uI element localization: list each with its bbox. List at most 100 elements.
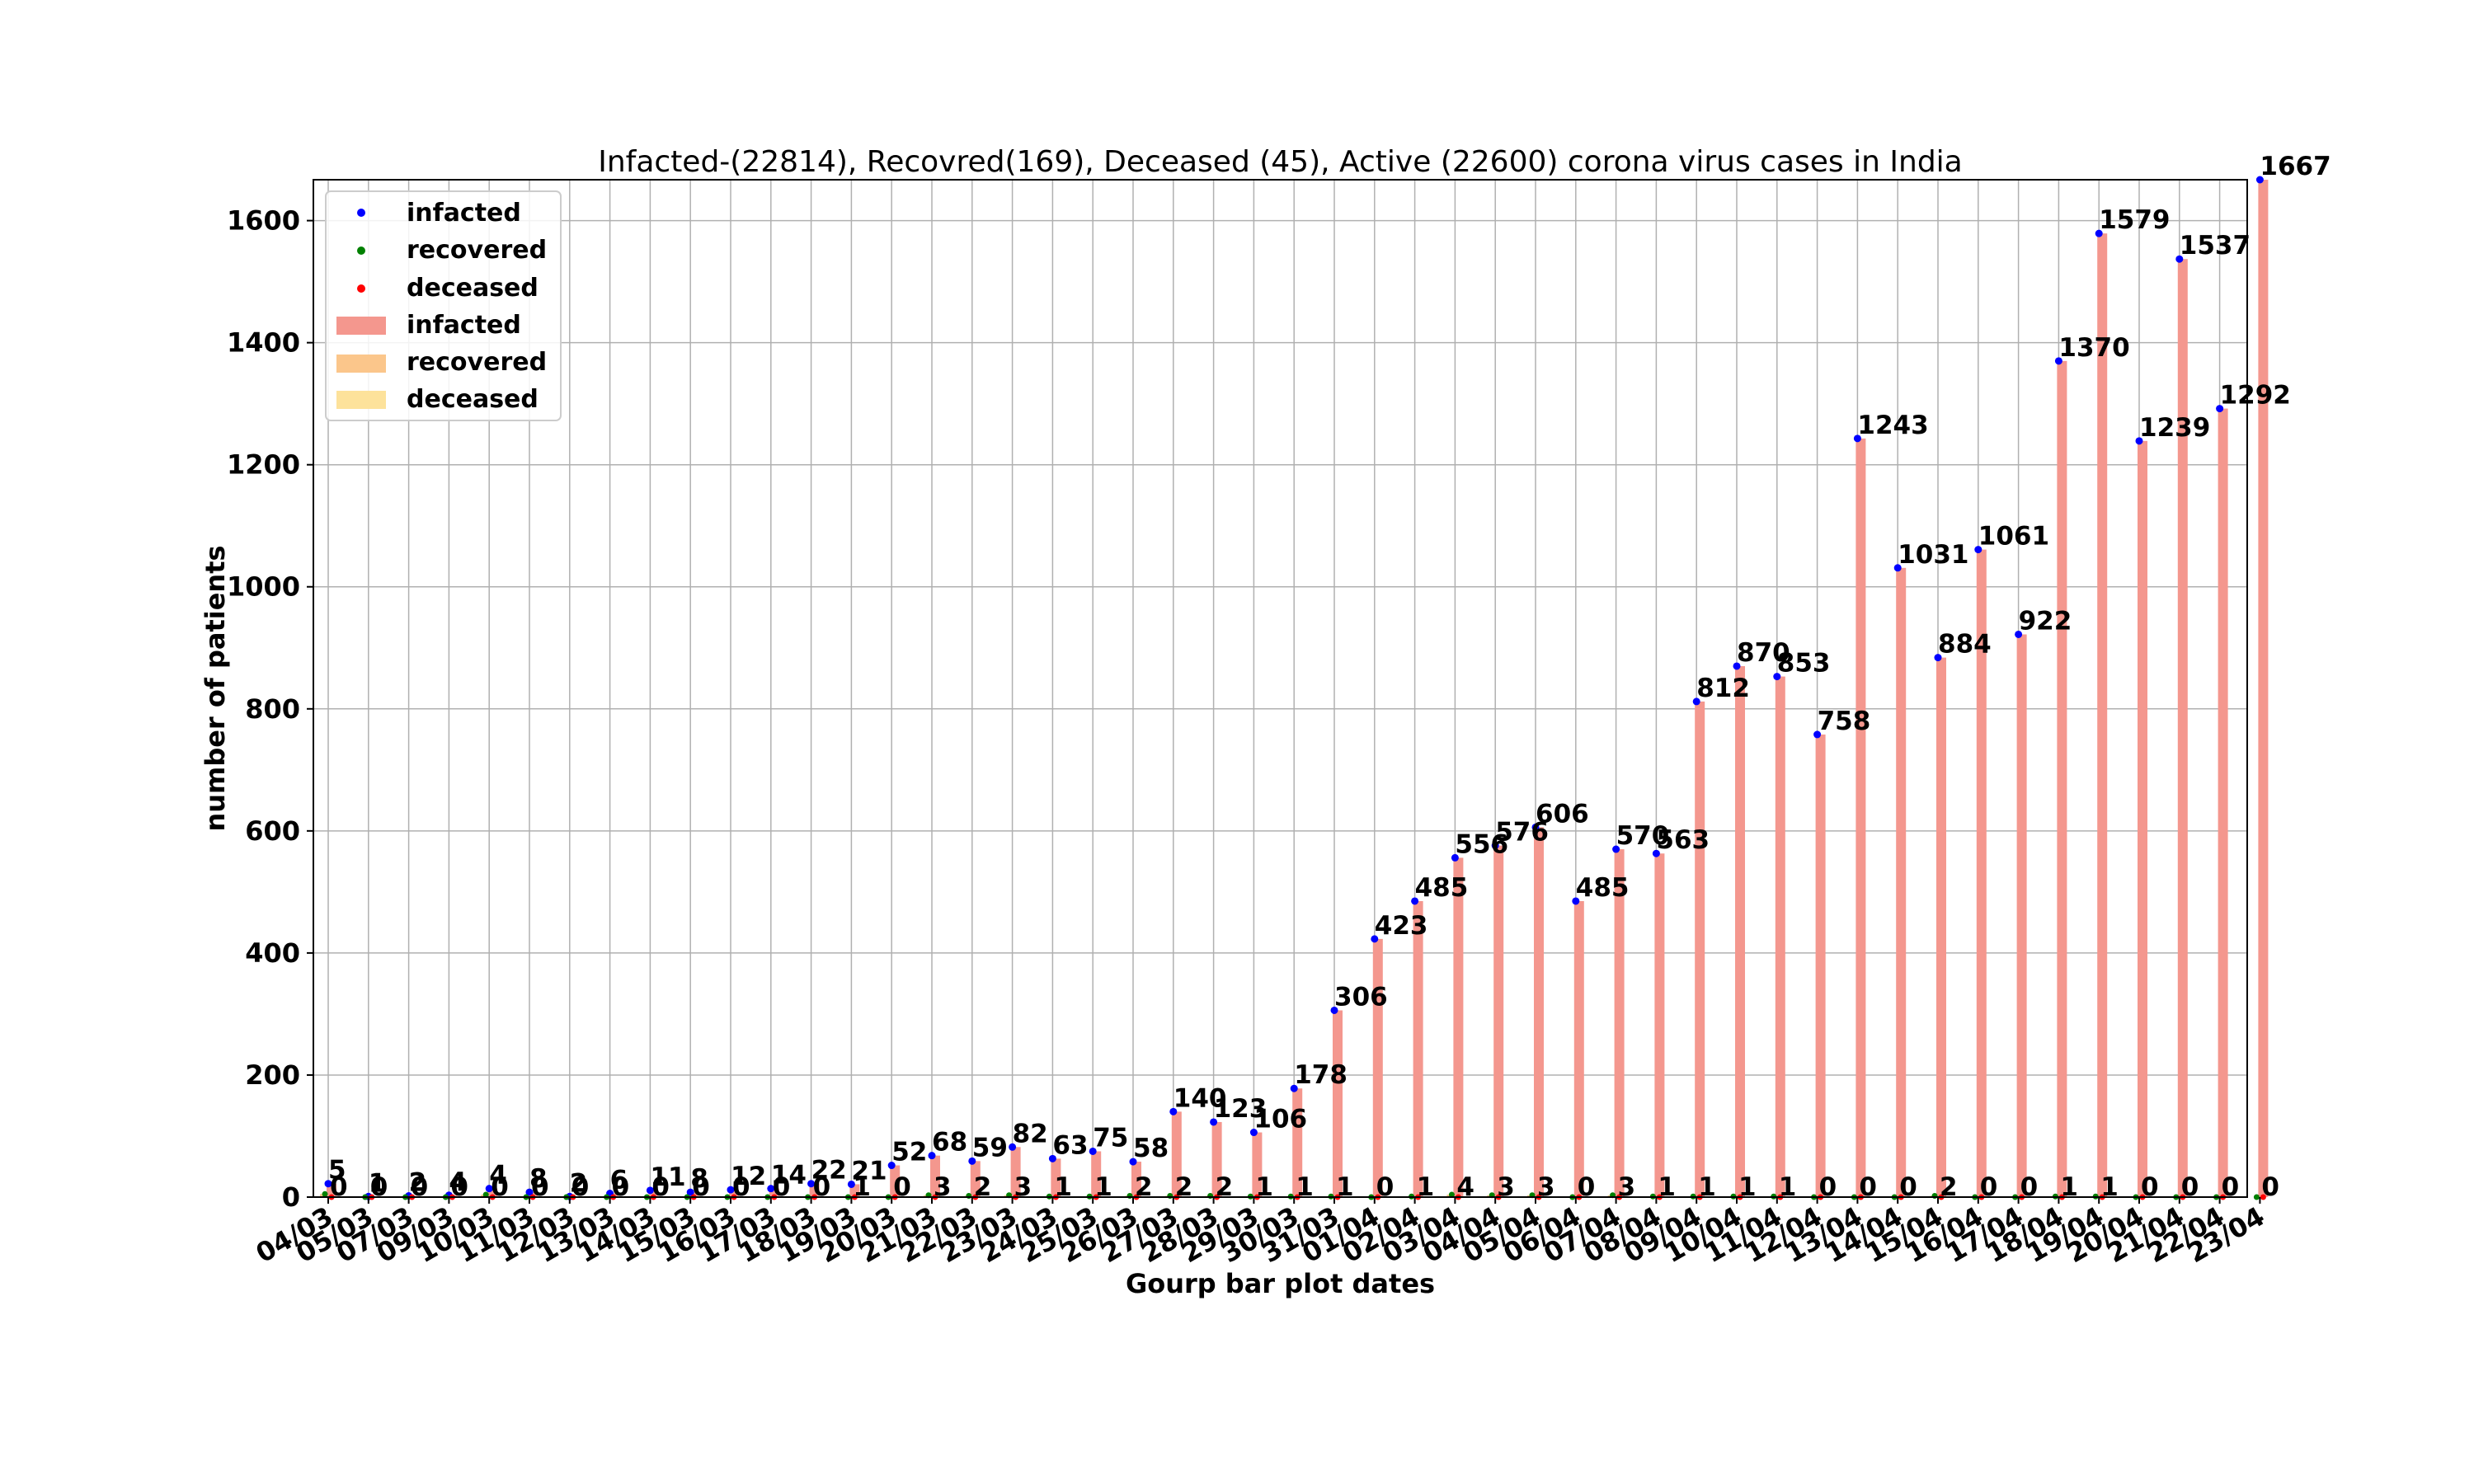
value-label-top: 423 [1375, 911, 1428, 941]
bar-infacted [1333, 1010, 1343, 1197]
value-label-top: 1243 [1857, 411, 1928, 440]
point-infacted [847, 1180, 855, 1188]
value-label-bottom: 0 [571, 1172, 590, 1202]
value-label-bottom: 3 [1618, 1172, 1636, 1202]
value-label-bottom: 0 [2261, 1172, 2279, 1202]
legend-label-deceased-bar: deceased [407, 385, 539, 414]
value-label-top: 884 [1938, 630, 1992, 660]
bar-infacted [1815, 734, 1826, 1197]
bar-infacted [970, 1161, 981, 1197]
value-label-top: 2 [570, 1168, 588, 1198]
value-label-top: 758 [1818, 707, 1871, 736]
point-infacted [1048, 1154, 1056, 1162]
point-infacted [1572, 897, 1580, 905]
value-label-top: 1292 [2220, 381, 2291, 411]
point-infacted [2015, 630, 2023, 638]
bar-infacted [1896, 567, 1907, 1197]
value-label-bottom: 0 [1899, 1172, 1917, 1202]
value-label-bottom: 0 [330, 1172, 348, 1202]
bar-infacted [1453, 857, 1464, 1197]
bar-infacted [1292, 1088, 1303, 1197]
point-infacted [485, 1185, 493, 1193]
point-infacted [1612, 845, 1620, 853]
value-label-top: 485 [1415, 873, 1469, 903]
x-axis-title: Gourp bar plot dates [1126, 1268, 1435, 1299]
value-label-bottom: 0 [2222, 1172, 2240, 1202]
value-label-bottom: 0 [370, 1172, 388, 1202]
bar-infacted [1372, 938, 1383, 1197]
legend-marker-deceased [357, 284, 365, 293]
y-tick-label: 800 [245, 693, 300, 725]
value-label-bottom: 0 [813, 1172, 831, 1202]
value-label-bottom: 0 [1819, 1172, 1837, 1202]
point-infacted [1733, 662, 1741, 670]
bar-infacted [487, 1188, 498, 1197]
bar-infacted [1856, 438, 1866, 1197]
point-infacted [1290, 1084, 1298, 1092]
point-infacted [887, 1162, 896, 1170]
point-infacted [1531, 823, 1540, 831]
bar-infacted [1091, 1151, 1102, 1197]
value-label-top: 82 [1013, 1119, 1048, 1148]
point-deceased [2260, 1194, 2266, 1200]
value-label-bottom: 0 [773, 1172, 791, 1202]
point-infacted [1009, 1143, 1017, 1151]
bar-infacted [1010, 1147, 1021, 1197]
value-label-bottom: 2 [974, 1172, 992, 1202]
point-infacted [1129, 1158, 1137, 1166]
bar-infacted [1695, 701, 1705, 1197]
point-infacted [1974, 546, 1982, 554]
bar-infacted [2138, 440, 2147, 1197]
value-label-bottom: 1 [853, 1172, 871, 1202]
bar-infacted [769, 1188, 779, 1197]
point-infacted [1089, 1147, 1097, 1155]
legend-label-recovered-marker: recovered [407, 236, 547, 265]
point-infacted [2255, 176, 2264, 184]
y-tick-label: 1600 [227, 205, 300, 237]
bar-infacted [1573, 900, 1584, 1197]
value-labels: 50 10 20 40 40 80 20 60 110 80 120 1402202115206835… [328, 152, 2331, 1202]
point-recovered [322, 1190, 328, 1197]
point-infacted [1411, 897, 1419, 905]
value-label-top: 1 [369, 1168, 387, 1198]
legend-swatch-recovered [336, 355, 386, 373]
value-label-bottom: 1 [1094, 1172, 1112, 1202]
value-label-bottom: 3 [934, 1172, 952, 1202]
value-label-top: 485 [1576, 873, 1630, 903]
value-label-top: 14 [771, 1161, 807, 1190]
value-label-top: 1537 [2180, 231, 2251, 261]
value-label-top: 1061 [1978, 522, 2049, 552]
value-label-bottom: 2 [1940, 1172, 1958, 1202]
value-label-top: 853 [1777, 649, 1831, 679]
point-infacted [1652, 849, 1660, 857]
value-label-bottom: 0 [1578, 1172, 1596, 1202]
point-infacted [767, 1185, 775, 1193]
value-label-top: 6 [610, 1166, 628, 1195]
value-label-top: 8 [529, 1164, 548, 1194]
value-label-top: 63 [1052, 1130, 1088, 1160]
bar-infacted [2016, 634, 2027, 1197]
value-label-bottom: 0 [411, 1172, 429, 1202]
value-label-bottom: 0 [893, 1172, 911, 1202]
bar-infacted [930, 1155, 940, 1197]
point-infacted [2216, 405, 2224, 413]
value-label-top: 2 [409, 1168, 427, 1198]
value-label-bottom: 1 [1417, 1172, 1435, 1202]
value-label-bottom: 1 [1336, 1172, 1354, 1202]
point-infacted [2135, 437, 2143, 445]
value-label-bottom: 0 [692, 1172, 710, 1202]
bar-infacted [2057, 360, 2067, 1197]
legend-label-recovered-bar: recovered [407, 348, 547, 377]
bar-infacted [1654, 853, 1665, 1197]
value-label-top: 4 [489, 1161, 507, 1190]
value-label-top: 556 [1455, 829, 1508, 859]
value-label-top: 1579 [2099, 205, 2170, 235]
bar-infacted [1534, 827, 1544, 1197]
point-infacted [1249, 1129, 1258, 1137]
value-label-top: 1667 [2260, 152, 2331, 181]
y-tick-label: 0 [282, 1181, 300, 1213]
value-label-bottom: 0 [2141, 1172, 2159, 1202]
value-label-top: 22 [811, 1156, 847, 1186]
value-label-bottom: 0 [1376, 1172, 1395, 1202]
value-label-bottom: 2 [1216, 1172, 1234, 1202]
